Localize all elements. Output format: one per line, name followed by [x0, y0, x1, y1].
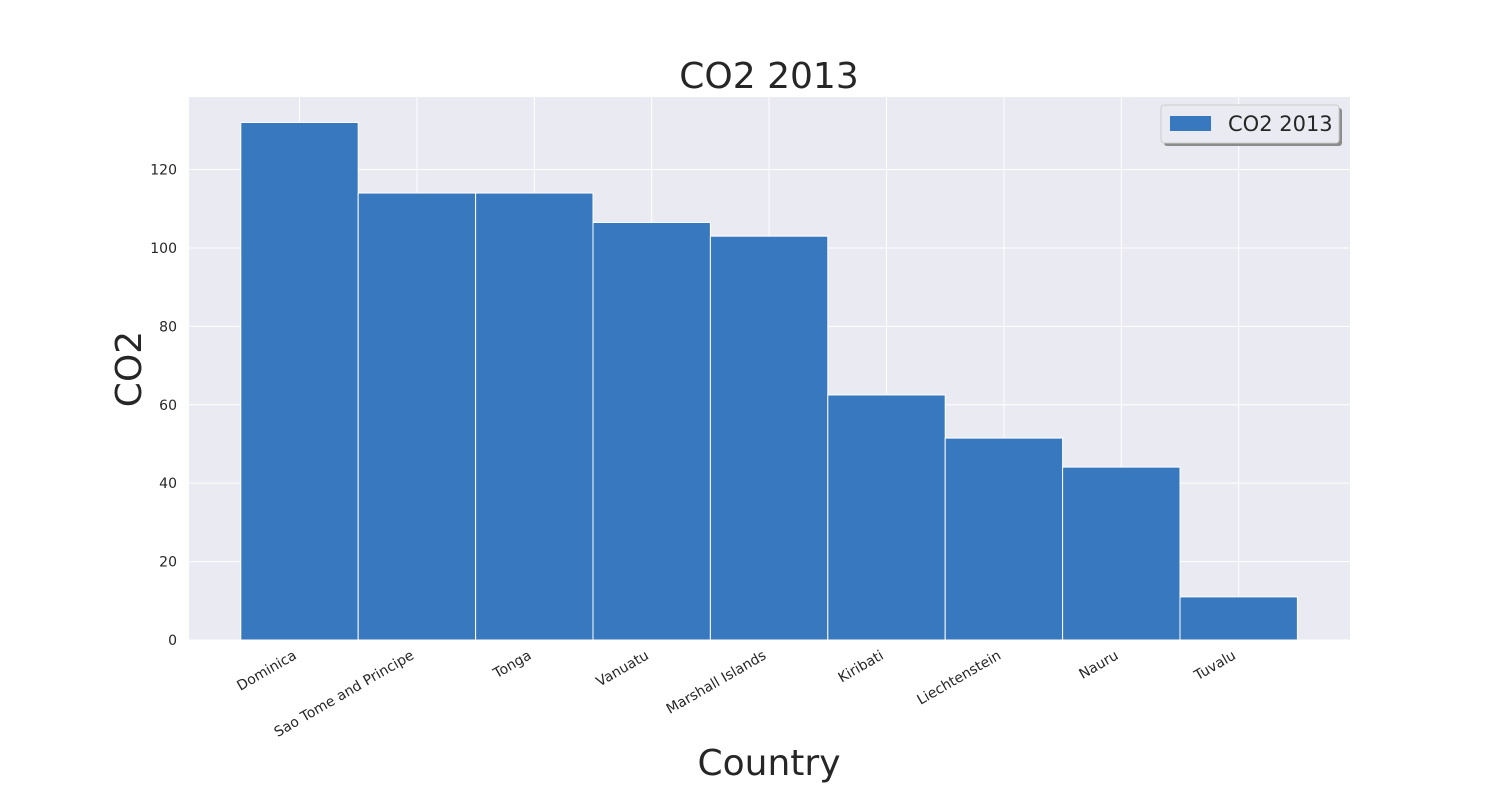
bar[interactable] [827, 394, 946, 641]
bar[interactable] [357, 192, 477, 641]
bar[interactable] [709, 235, 829, 641]
y-tick-label: 120 [150, 163, 177, 179]
x-tick-label: Tonga [490, 648, 534, 683]
legend[interactable]: CO2 2013 [1160, 104, 1342, 146]
chart-title: CO2 2013 [679, 56, 858, 97]
legend-label: CO2 2013 [1228, 112, 1333, 136]
legend-swatch [1170, 116, 1211, 131]
y-tick-label: 20 [159, 555, 177, 571]
x-axis-title: Country [697, 743, 840, 784]
legend-box [1160, 104, 1340, 144]
x-tick-label: Tuvalu [1191, 648, 1239, 685]
x-tick-label: Kiribati [836, 648, 887, 687]
y-tick-label: 100 [150, 241, 177, 257]
y-axis-ticks: 0 20 40 60 80 100 120 [150, 163, 177, 649]
bar[interactable] [240, 121, 359, 641]
y-tick-label: 0 [168, 633, 177, 649]
x-tick-label: Marshall Islands [664, 648, 769, 718]
bar[interactable] [592, 221, 711, 641]
x-tick-label: Dominica [234, 648, 299, 695]
y-tick-label: 80 [159, 319, 177, 335]
bar[interactable] [944, 437, 1064, 641]
x-tick-label: Vanuatu [594, 648, 652, 691]
y-axis-title: CO2 [109, 331, 150, 407]
x-tick-label: Nauru [1076, 648, 1121, 683]
bar[interactable] [1179, 596, 1298, 641]
y-tick-label: 40 [159, 476, 177, 492]
bar[interactable] [1062, 466, 1181, 641]
bars [240, 121, 1298, 641]
x-tick-label: Liechtenstein [914, 648, 1003, 709]
y-tick-label: 60 [159, 398, 177, 414]
bar[interactable] [475, 192, 594, 641]
